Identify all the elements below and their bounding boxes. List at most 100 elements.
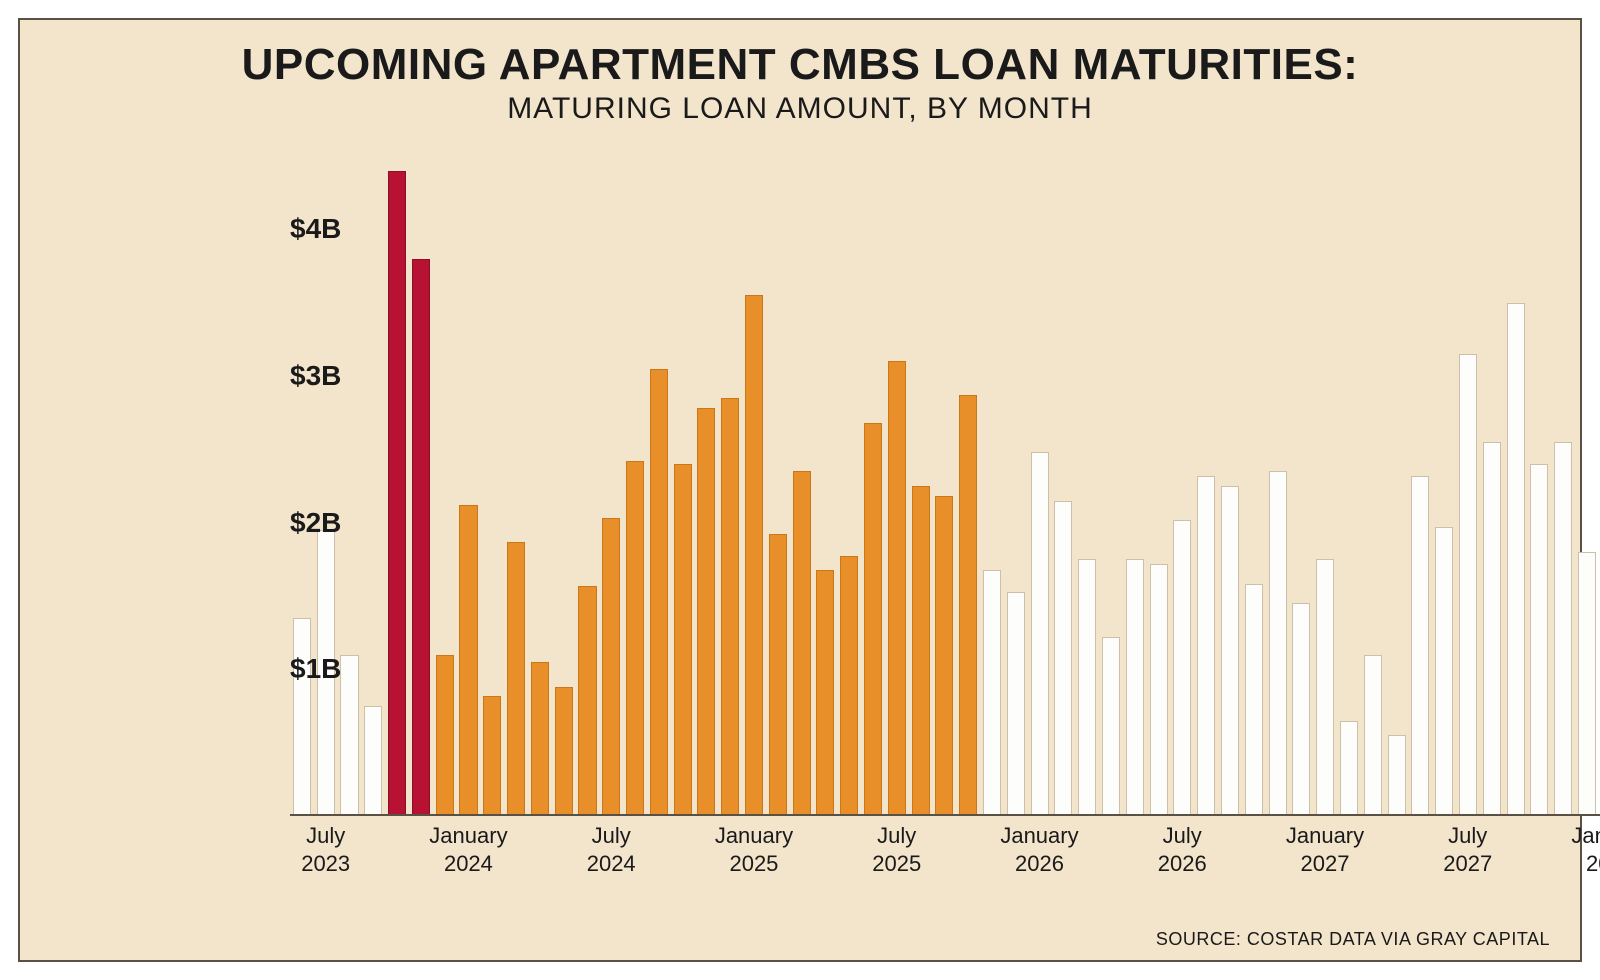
bar-slot xyxy=(1266,156,1290,816)
bar-slot xyxy=(1170,156,1194,816)
bar xyxy=(1102,637,1120,816)
x-tick-label: January2026 xyxy=(1000,822,1078,877)
bar xyxy=(1126,559,1144,816)
bar xyxy=(864,423,882,816)
bar-slot xyxy=(790,156,814,816)
bar xyxy=(769,534,787,816)
bar xyxy=(412,259,430,816)
bar xyxy=(364,706,382,816)
bar xyxy=(1197,476,1215,816)
bar-slot xyxy=(290,156,314,816)
bar xyxy=(1507,303,1525,816)
bar xyxy=(459,505,477,816)
bar xyxy=(602,518,620,816)
bar-slot xyxy=(1099,156,1123,816)
bar xyxy=(1364,655,1382,816)
bar-slot xyxy=(1432,156,1456,816)
bar xyxy=(935,496,953,816)
bar-slot xyxy=(1337,156,1361,816)
bar xyxy=(1221,486,1239,816)
chart-area: July2023January2024July2024January2025Ju… xyxy=(290,156,1600,816)
chart-title-line1: UPCOMING APARTMENT CMBS LOAN MATURITIES: xyxy=(50,40,1550,90)
bar xyxy=(1340,721,1358,816)
bar-slot xyxy=(1123,156,1147,816)
bar-slot xyxy=(1052,156,1076,816)
x-tick-label: January2024 xyxy=(429,822,507,877)
bars-container xyxy=(290,156,1600,816)
bar-slot xyxy=(861,156,885,816)
plot-region: July2023January2024July2024January2025Ju… xyxy=(290,156,1600,816)
bar xyxy=(816,570,834,816)
bar xyxy=(1435,527,1453,816)
chart-panel: UPCOMING APARTMENT CMBS LOAN MATURITIES:… xyxy=(18,18,1582,962)
bar-slot xyxy=(1242,156,1266,816)
x-tick-label: July2027 xyxy=(1443,822,1492,877)
bar xyxy=(293,618,311,816)
bar-slot xyxy=(671,156,695,816)
x-axis-labels: July2023January2024July2024January2025Ju… xyxy=(290,816,1600,886)
bar-slot xyxy=(504,156,528,816)
bar xyxy=(1007,592,1025,816)
bar-slot xyxy=(1385,156,1409,816)
bar-slot xyxy=(409,156,433,816)
bar-slot xyxy=(1504,156,1528,816)
bar-slot xyxy=(1075,156,1099,816)
bar-slot xyxy=(742,156,766,816)
bar xyxy=(1173,520,1191,816)
bar xyxy=(388,171,406,816)
bar xyxy=(1388,735,1406,816)
bar-slot xyxy=(1194,156,1218,816)
bar xyxy=(1411,476,1429,816)
bar-slot xyxy=(480,156,504,816)
bar xyxy=(1269,471,1287,816)
bar-slot xyxy=(552,156,576,816)
bar-slot xyxy=(1456,156,1480,816)
bar-slot xyxy=(766,156,790,816)
bar-slot xyxy=(433,156,457,816)
bar-slot xyxy=(1527,156,1551,816)
bar-slot xyxy=(1575,156,1599,816)
bar-slot xyxy=(1480,156,1504,816)
bar xyxy=(436,655,454,816)
x-tick-label: July2023 xyxy=(301,822,350,877)
bar xyxy=(1245,584,1263,816)
bar-slot xyxy=(718,156,742,816)
x-tick-label: July2025 xyxy=(872,822,921,877)
bar-slot xyxy=(361,156,385,816)
bar-slot xyxy=(1147,156,1171,816)
bar xyxy=(959,395,977,816)
bar-slot xyxy=(695,156,719,816)
chart-title-line2: MATURING LOAN AMOUNT, BY MONTH xyxy=(50,92,1550,126)
bar xyxy=(1530,464,1548,816)
bar-slot xyxy=(1218,156,1242,816)
bar-slot xyxy=(338,156,362,816)
bar-slot xyxy=(599,156,623,816)
bar xyxy=(1554,442,1572,816)
bar-slot xyxy=(1361,156,1385,816)
bar xyxy=(1054,501,1072,816)
bar xyxy=(721,398,739,816)
bar xyxy=(483,696,501,816)
bar xyxy=(507,542,525,816)
bar xyxy=(578,586,596,816)
bar xyxy=(1292,603,1310,816)
bar xyxy=(555,687,573,816)
bar xyxy=(983,570,1001,816)
x-tick-label: July2024 xyxy=(587,822,636,877)
bar xyxy=(1150,564,1168,816)
bar xyxy=(1459,354,1477,816)
bar xyxy=(674,464,692,816)
bar xyxy=(1578,552,1596,816)
bar-slot xyxy=(837,156,861,816)
bar-slot xyxy=(814,156,838,816)
bar-slot xyxy=(933,156,957,816)
page-outer: UPCOMING APARTMENT CMBS LOAN MATURITIES:… xyxy=(0,0,1600,980)
bar-slot xyxy=(576,156,600,816)
bar-slot xyxy=(956,156,980,816)
bar xyxy=(888,361,906,816)
bar-slot xyxy=(909,156,933,816)
bar xyxy=(1483,442,1501,816)
bar-slot xyxy=(1313,156,1337,816)
bar-slot xyxy=(1028,156,1052,816)
bar xyxy=(340,655,358,816)
